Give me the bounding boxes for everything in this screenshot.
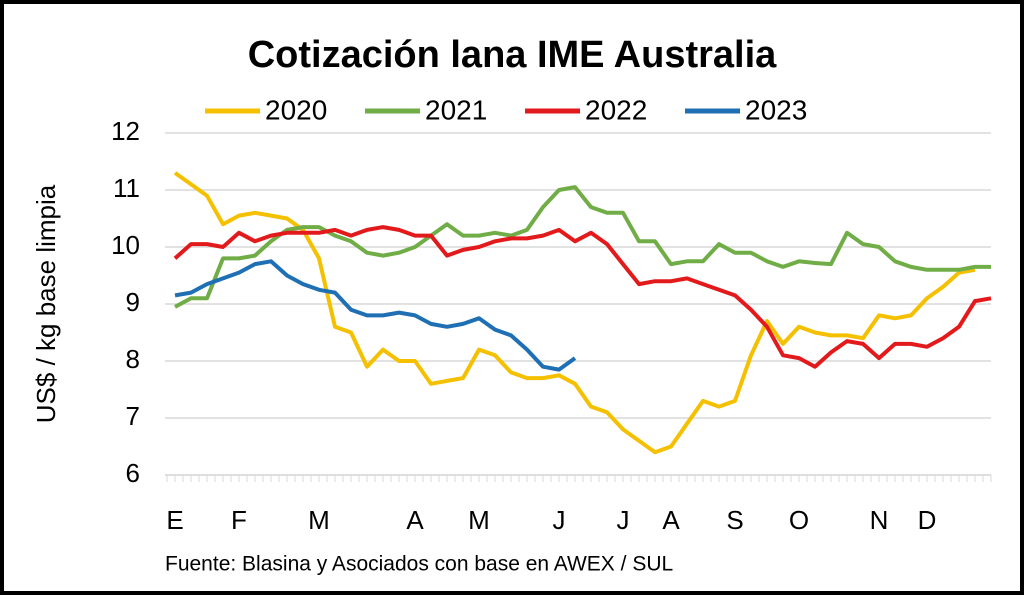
y-tick-label: 8 xyxy=(126,344,140,374)
y-tick-label: 12 xyxy=(111,116,140,146)
y-tick-label: 7 xyxy=(126,401,140,431)
series-line xyxy=(173,225,992,369)
chart-title: Cotización lana IME Australia xyxy=(248,34,777,76)
y-axis-label: US$ / kg base limpia xyxy=(31,184,61,423)
x-tick-label: A xyxy=(406,505,424,535)
y-tick-label: 11 xyxy=(113,173,140,203)
legend-label: 2022 xyxy=(585,94,647,125)
x-tick-label: J xyxy=(617,505,630,535)
legend-label: 2021 xyxy=(425,94,487,125)
x-tick-label: O xyxy=(789,505,809,535)
legend-label: 2023 xyxy=(745,94,807,125)
series-line xyxy=(173,171,976,455)
x-tick-label: S xyxy=(726,505,743,535)
y-tick-label: 9 xyxy=(126,287,140,317)
x-tick-label: F xyxy=(231,505,247,535)
x-tick-label: E xyxy=(166,505,183,535)
x-tick-label: M xyxy=(308,505,330,535)
y-tick-label: 10 xyxy=(111,230,140,260)
x-tick-label: J xyxy=(553,505,566,535)
legend-label: 2020 xyxy=(265,94,327,125)
x-tick-label: A xyxy=(662,505,680,535)
x-tick-label: M xyxy=(468,505,490,535)
y-tick-label: 6 xyxy=(126,458,140,488)
x-tick-label: N xyxy=(870,505,889,535)
series-line xyxy=(174,185,991,309)
series-line xyxy=(174,259,577,372)
x-tick-label: D xyxy=(918,505,937,535)
source-note: Fuente: Blasina y Asociados con base en … xyxy=(165,553,673,576)
